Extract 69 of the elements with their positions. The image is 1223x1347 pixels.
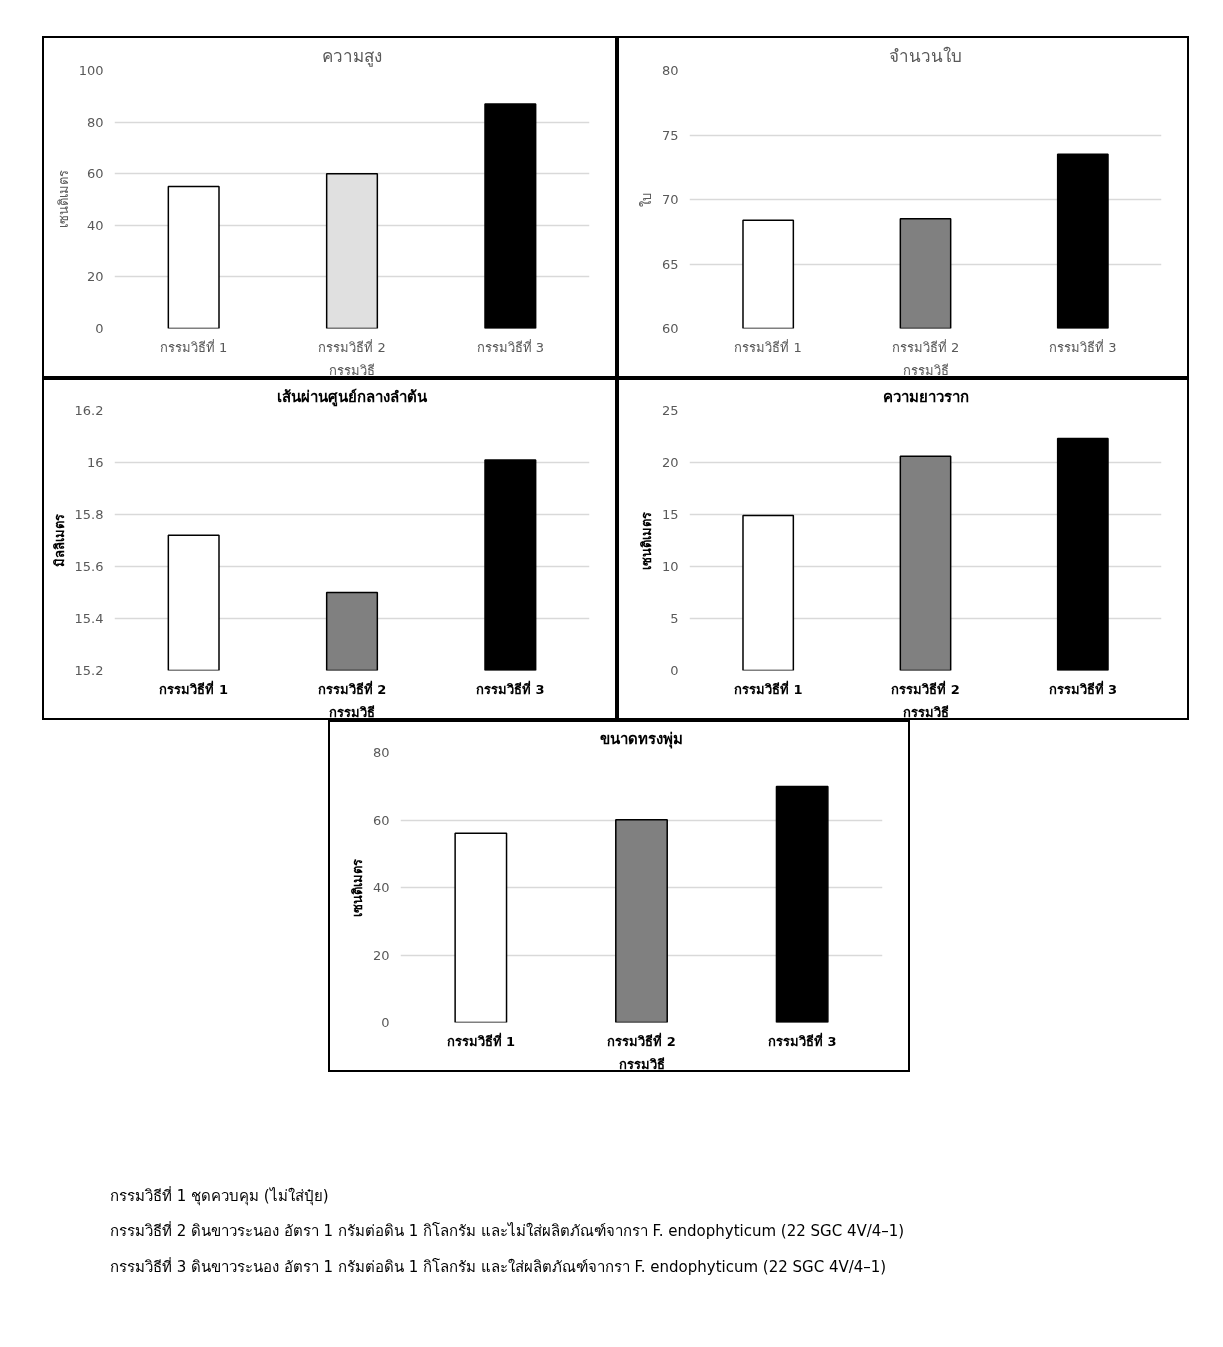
y-tick-label: 60 [661, 321, 679, 336]
x-tick-label: กรรมวิธีที่ 2 [891, 679, 960, 697]
x-tick-label: กรรมวิธีที่ 2 [318, 338, 386, 355]
x-tick-label: กรรมวิธีที่ 1 [734, 338, 802, 355]
bar [742, 514, 795, 671]
y-tick-label: 70 [661, 192, 679, 207]
x-axis-title: กรรมวิธี [329, 362, 375, 378]
y-tick-label: 15.4 [74, 611, 104, 626]
y-axis-title: ใบ [638, 192, 654, 207]
text: กรรมวิธีที่ 2 ดินขาวระนอง อัตรา 1 กรัมต่อดิน 1 กิโลกรัม และไม่ใส่ผลิตภัณฑ์จากรา F. endophyticum (22 SGC 4V/4–1) [110, 1221, 905, 1243]
y-tick-label: 80 [372, 745, 390, 760]
bar [1056, 437, 1109, 671]
y-tick-label: 40 [372, 880, 390, 895]
y-tick-label: 0 [381, 1015, 390, 1030]
y-tick-label: 5 [670, 611, 679, 626]
y-tick-label: 10 [661, 559, 679, 574]
x-tick-label: กรรมวิธีที่ 2 [891, 338, 960, 355]
x-tick-label: กรรมวิธีที่ 3 [476, 679, 545, 697]
x-tick-label: กรรมวิธีที่ 3 [767, 1031, 837, 1049]
y-tick-label: 15.6 [74, 559, 104, 574]
y-tick-label: 100 [78, 63, 104, 78]
text: กรรมวิธีที่ 1 ชุดควบคุม (ไม่ใส่ปุ๋ย) [110, 1186, 330, 1208]
chart-title: ขนาดทรงพุ่ม [600, 729, 683, 749]
x-tick-label: กรรมวิธีที่ 2 [607, 1031, 676, 1049]
y-tick-label: 20 [372, 947, 390, 963]
x-tick-label: กรรมวิธีที่ 2 [317, 679, 387, 697]
y-tick-label: 0 [95, 321, 104, 336]
x-tick-label: กรรมวิธีที่ 3 [476, 338, 545, 355]
y-tick-label: 80 [86, 114, 104, 130]
y-axis-title: มิลลิเมตร [51, 514, 67, 567]
bar [454, 832, 508, 1023]
bar [899, 455, 952, 671]
x-tick-label: กรรมวิธีที่ 1 [446, 1031, 516, 1049]
y-tick-label: 25 [661, 403, 679, 418]
y-tick-label: 20 [86, 269, 104, 285]
x-axis-title: กรรมวิธี [329, 704, 375, 720]
y-tick-label: 80 [661, 63, 679, 78]
y-tick-label: 60 [372, 812, 390, 828]
y-tick-label: 15.8 [74, 507, 104, 522]
y-axis-title: เซนติเมตร [638, 511, 654, 570]
y-tick-label: 0 [670, 663, 679, 678]
y-tick-label: 15.2 [74, 663, 104, 678]
y-tick-label: 15 [661, 507, 679, 522]
x-tick-label: กรรมวิธีที่ 3 [1049, 338, 1117, 355]
text: กรรมวิธีที่ 3 ดินขาวระนอง อัตรา 1 กรัมต่อดิน 1 กิโลกรัม และใส่ผลิตภัณฑ์จากรา F. endophyticum (22 SGC 4V/4–1) [110, 1256, 888, 1278]
y-tick-label: 65 [661, 256, 679, 272]
y-axis-title: เซนติเมตร [349, 858, 365, 917]
chart-title: ความสูง [322, 45, 382, 67]
chart-title: จำนวนใบ [889, 45, 962, 66]
x-axis-title: กรรมวิธี [902, 362, 949, 378]
y-tick-label: 16 [86, 455, 104, 470]
chart-title: ความยาวราก [882, 387, 969, 406]
bar [167, 185, 220, 329]
bar [775, 785, 829, 1023]
y-tick-label: 16.2 [74, 403, 104, 418]
bar [484, 103, 537, 329]
x-tick-label: กรรมวิธีที่ 1 [733, 679, 803, 697]
x-tick-label: กรรมวิธีที่ 3 [1048, 679, 1118, 697]
bar [615, 818, 668, 1023]
y-tick-label: 60 [86, 166, 104, 182]
y-axis-title: เซนติเมตร [55, 170, 71, 229]
x-tick-label: กรรมวิธีที่ 1 [159, 338, 228, 355]
x-tick-label: กรรมวิธีที่ 1 [159, 679, 228, 697]
x-axis-title: กรรมวิธี [618, 1056, 665, 1072]
y-tick-label: 75 [661, 127, 679, 143]
y-tick-label: 40 [86, 217, 104, 233]
chart-title: เส้นผ่านศูนย์กลางลำต้น [277, 387, 428, 407]
x-axis-title: กรรมวิธี [902, 704, 949, 720]
y-tick-label: 20 [661, 455, 679, 470]
